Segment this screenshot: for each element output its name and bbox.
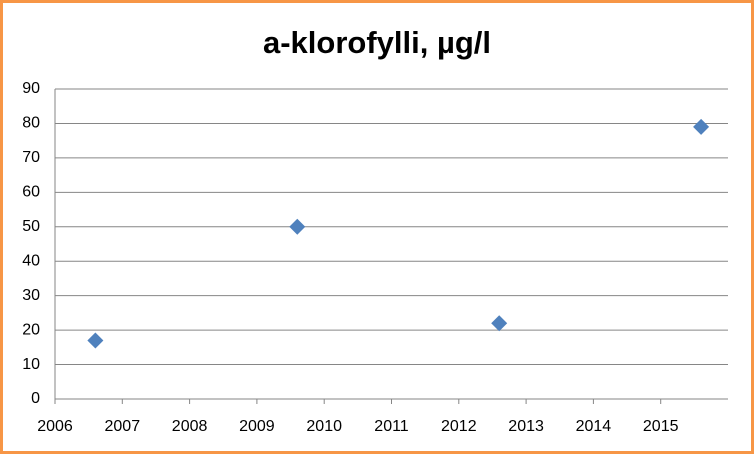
point — [289, 218, 306, 235]
point — [491, 315, 508, 332]
y-tick-label: 80 — [22, 115, 40, 132]
y-tick-label: 60 — [22, 184, 40, 201]
chart-title: a-klorofylli, µg/l — [263, 25, 491, 60]
y-tick-label: 0 — [31, 390, 40, 407]
x-tick-label: 2012 — [441, 418, 477, 435]
y-tick-label: 70 — [22, 149, 40, 166]
x-tick-label: 2014 — [576, 418, 612, 435]
point — [693, 118, 710, 135]
y-tick-label: 20 — [22, 321, 40, 338]
x-tick-label: 2009 — [239, 418, 275, 435]
y-tick-label: 10 — [22, 356, 40, 373]
x-tick-label: 2011 — [374, 418, 409, 435]
x-tick-label: 2010 — [306, 418, 342, 435]
x-tick-label: 2008 — [172, 418, 208, 435]
x-tick-label: 2007 — [105, 418, 141, 435]
x-tick-label: 2006 — [37, 418, 73, 435]
y-tick-label: 90 — [22, 80, 40, 97]
y-tick-label: 40 — [22, 252, 40, 269]
point — [87, 332, 104, 349]
y-tick-label: 50 — [22, 218, 40, 235]
y-tick-label: 30 — [22, 287, 40, 304]
x-tick-label: 2015 — [643, 418, 679, 435]
x-tick-label: 2013 — [508, 418, 544, 435]
